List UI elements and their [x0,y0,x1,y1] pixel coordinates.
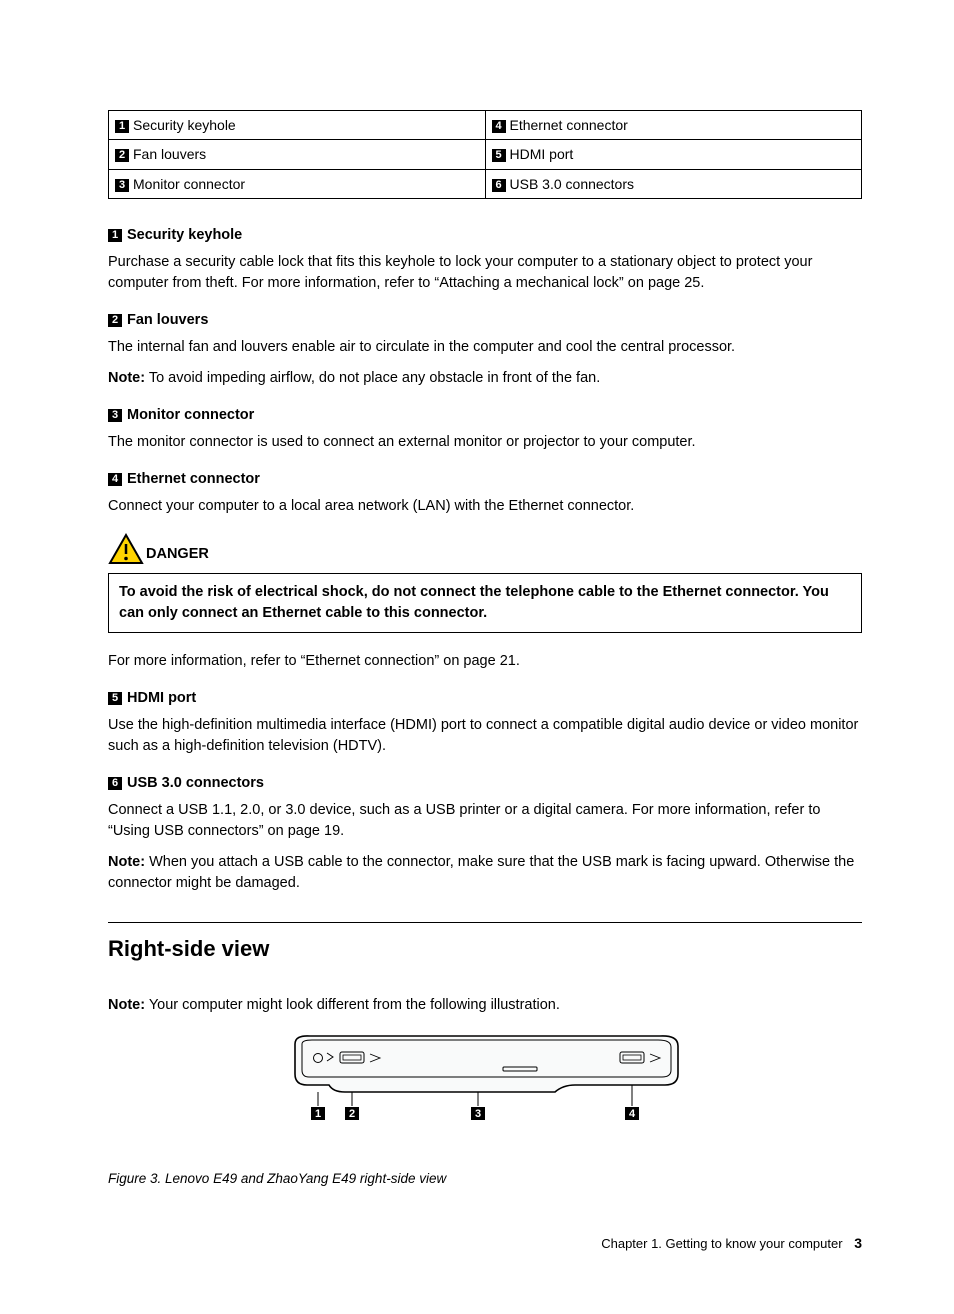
right-side-view-heading: Right-side view [108,933,862,965]
table-row: 3 Monitor connector 6 USB 3.0 connectors [109,169,862,198]
callout-badge: 6 [492,179,506,192]
chapter-label: Chapter 1. Getting to know your computer [601,1236,842,1251]
table-row: 2 Fan louvers 5 HDMI port [109,140,862,169]
section-title: USB 3.0 connectors [127,775,264,791]
page-number: 3 [854,1235,862,1251]
callout-badge: 3 [108,409,122,422]
section-body: Connect a USB 1.1, 2.0, or 3.0 device, s… [108,800,862,842]
danger-heading: DANGER [108,533,862,565]
section-body: The monitor connector is used to connect… [108,432,862,453]
laptop-right-side-icon: 1 2 3 4 [285,1030,685,1140]
table-cell-label: HDMI port [510,146,574,162]
right-side-note: Note: Your computer might look different… [108,995,862,1016]
callout-badge: 4 [492,120,506,133]
table-cell-label: Security keyhole [133,117,236,133]
callout-badge: 1 [108,229,122,242]
section-divider [108,922,862,923]
section-note: Note: To avoid impeding airflow, do not … [108,368,862,389]
table-cell-label: Ethernet connector [510,117,628,133]
section-heading-monitor-connector: 3 Monitor connector [108,405,862,426]
section-heading-fan-louvers: 2 Fan louvers [108,310,862,331]
table-cell-label: Fan louvers [133,146,206,162]
figure-caption: Figure 3. Lenovo E49 and ZhaoYang E49 ri… [108,1169,862,1189]
section-heading-hdmi-port: 5 HDMI port [108,688,862,709]
note-text: When you attach a USB cable to the conne… [108,854,854,891]
callout-badge: 4 [108,473,122,486]
svg-text:2: 2 [349,1108,355,1120]
note-text: Your computer might look different from … [145,997,560,1013]
callout-badge: 1 [115,120,129,133]
page-footer: Chapter 1. Getting to know your computer… [108,1233,862,1254]
svg-text:4: 4 [629,1108,636,1120]
callout-badge: 2 [115,149,129,162]
document-page: 1Security keyhole 4Ethernet connector 2F… [0,0,954,1314]
table-cell-label: USB 3.0 connectors [510,176,635,192]
note-text: To avoid impeding airflow, do not place … [145,370,600,386]
table-row: 1 Security keyhole 4 Ethernet connector [109,111,862,140]
svg-text:1: 1 [315,1108,321,1120]
right-side-figure: 1 2 3 4 [108,1030,862,1147]
section-title: Monitor connector [127,407,254,423]
note-label: Note: [108,370,145,386]
section-title: HDMI port [127,690,196,706]
danger-label: DANGER [146,544,209,565]
callout-badge: 5 [108,692,122,705]
section-heading-ethernet-connector: 4 Ethernet connector [108,469,862,490]
svg-text:3: 3 [475,1108,481,1120]
table-cell-label: Monitor connector [133,176,245,192]
callout-badge: 6 [108,777,122,790]
section-body: Purchase a security cable lock that fits… [108,252,862,294]
section-title: Fan louvers [127,312,208,328]
section-body: Connect your computer to a local area ne… [108,496,862,517]
note-label: Note: [108,997,145,1013]
note-label: Note: [108,854,145,870]
more-info-text: For more information, refer to “Ethernet… [108,651,862,672]
section-title: Security keyhole [127,227,242,243]
section-note: Note: When you attach a USB cable to the… [108,852,862,894]
section-heading-usb-connectors: 6 USB 3.0 connectors [108,773,862,794]
callout-badge: 2 [108,314,122,327]
callout-reference-table: 1 Security keyhole 4 Ethernet connector 2F… [108,110,862,199]
callout-badge: 5 [492,149,506,162]
section-heading-security-keyhole: 1 Security keyhole [108,225,862,246]
section-body: Use the high-definition multimedia inter… [108,715,862,757]
callout-badge: 3 [115,179,129,192]
danger-box: To avoid the risk of electrical shock, d… [108,573,862,633]
warning-icon [108,533,144,565]
section-title: Ethernet connector [127,471,260,487]
section-body: The internal fan and louvers enable air … [108,337,862,358]
